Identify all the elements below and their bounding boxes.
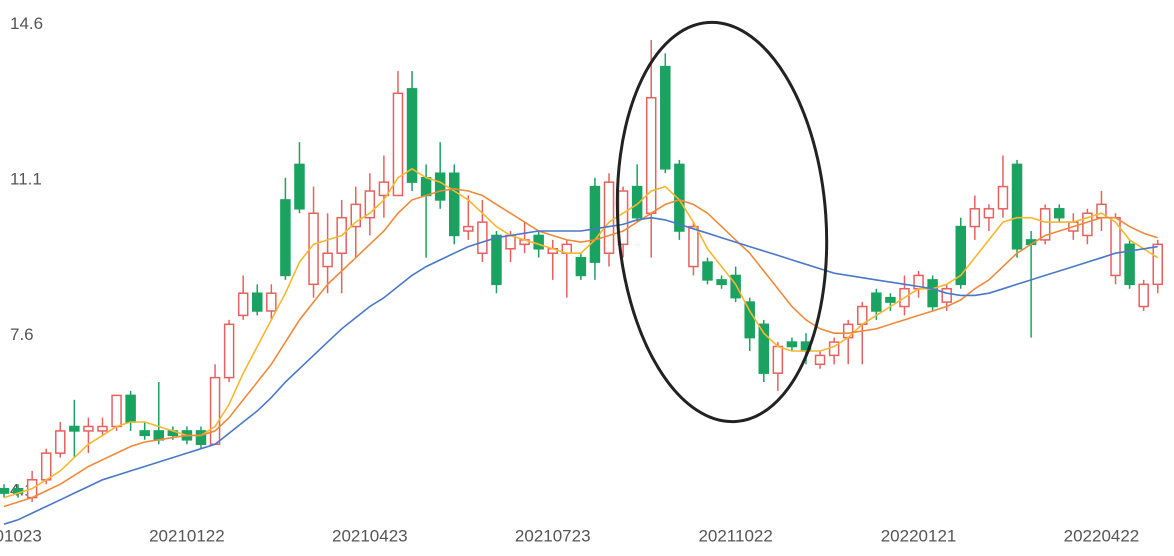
annotation-ellipse <box>615 20 829 424</box>
candle-body <box>392 92 404 197</box>
candle-body <box>252 292 263 312</box>
candle-body <box>983 208 995 219</box>
candle-body <box>364 190 376 219</box>
candle-body <box>280 199 291 277</box>
candle-body <box>645 96 657 214</box>
candle-body <box>997 185 1009 210</box>
candle-body <box>505 234 516 250</box>
candle-body <box>195 430 207 446</box>
candle-body <box>786 341 798 348</box>
candle-body <box>871 292 882 312</box>
candle-body <box>83 425 94 432</box>
candle-body <box>814 354 826 366</box>
candle-body <box>744 301 755 339</box>
candle-body <box>885 296 896 303</box>
candle-body <box>660 65 671 170</box>
candle-body <box>1138 283 1149 308</box>
candle-body <box>266 292 277 312</box>
x-tick-label: 20210723 <box>515 526 591 545</box>
candle-body <box>702 261 713 281</box>
candle-body <box>406 88 418 183</box>
candle-body <box>209 376 221 446</box>
x-tick-label: 20211022 <box>698 526 772 545</box>
candle-body <box>153 430 165 441</box>
candle-body <box>688 225 699 268</box>
candle-body <box>294 163 305 210</box>
x-tick-label: 20220422 <box>1064 526 1140 545</box>
candle-body <box>350 203 361 228</box>
candle-body <box>139 430 150 437</box>
candle-body <box>941 288 952 303</box>
candle-body <box>223 323 235 379</box>
candle-body <box>40 452 52 481</box>
candle-body <box>1152 243 1163 286</box>
candle-body <box>1124 243 1135 286</box>
candle-body <box>955 225 967 286</box>
candle-body <box>434 172 446 201</box>
candle-body <box>420 176 432 197</box>
candle-body <box>589 185 601 263</box>
candle-body <box>674 163 685 232</box>
candle-body <box>463 225 474 232</box>
candle-body <box>477 221 488 254</box>
candle-body <box>378 181 390 197</box>
y-tick-label: 14.6 <box>10 14 43 33</box>
candle-body <box>927 279 938 308</box>
candle-body <box>772 345 784 374</box>
candle-body <box>448 172 460 237</box>
x-tick-label: 20210122 <box>149 526 225 545</box>
x-tick-label: 20210423 <box>332 526 408 545</box>
candle-body <box>55 430 66 454</box>
candle-body <box>322 252 333 268</box>
moving-average-line <box>3 216 1158 525</box>
candle-body <box>716 279 727 286</box>
candle-body <box>491 234 502 286</box>
candle-body <box>1054 208 1065 219</box>
candle-body <box>237 292 249 317</box>
x-tick-label: 20201023 <box>0 526 42 545</box>
candle-body <box>0 487 10 494</box>
plot-area: 4.17.611.114.620201023202101222021042320… <box>0 14 1163 545</box>
candle-body <box>758 323 770 374</box>
candle-body <box>97 425 108 432</box>
candle-body <box>631 185 643 219</box>
moving-average-line <box>3 187 1158 508</box>
candle-body <box>111 394 122 428</box>
x-tick-label: 20220121 <box>881 526 957 545</box>
y-tick-label: 7.6 <box>10 325 34 344</box>
candle-body <box>125 394 136 423</box>
candle-body <box>730 274 741 299</box>
candle-body <box>533 234 544 250</box>
candle-body <box>69 425 80 432</box>
candle-body <box>575 256 587 277</box>
candle-body <box>969 208 981 228</box>
candle-body <box>603 181 615 254</box>
y-tick-label: 11.1 <box>10 170 42 189</box>
candle-body <box>1039 208 1051 241</box>
candle-body <box>1011 163 1023 250</box>
